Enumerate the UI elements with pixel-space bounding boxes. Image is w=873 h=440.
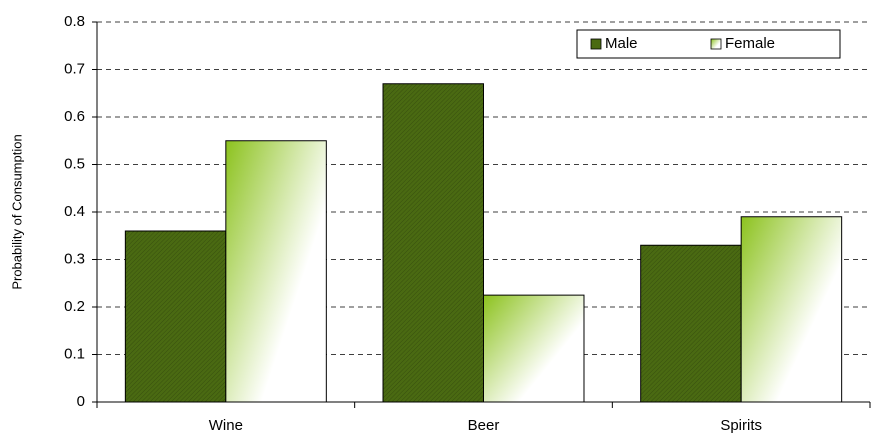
y-tick-label: 0.3 [64,250,85,267]
bar [740,216,843,403]
y-tick-label: 0.2 [64,298,85,315]
x-tick-label: Beer [468,417,500,434]
bar [225,140,327,403]
y-tick-label: 0.7 [64,60,85,77]
legend-label: Female [725,35,775,52]
legend-box [576,29,841,59]
bar [124,230,227,403]
y-tick-label: 0.4 [64,203,85,220]
x-tick-label: Wine [209,417,243,434]
y-axis-label: Probability of Consumption [9,134,24,289]
bar [483,294,585,403]
y-tick-label: 0.8 [64,13,85,30]
bar [382,83,485,403]
legend-label: Male [605,35,638,52]
y-tick-label: 0.6 [64,108,85,125]
legend-swatch [590,38,602,50]
bar [640,244,742,403]
y-tick-label: 0.1 [64,345,85,362]
y-tick-label: 0 [77,393,85,410]
y-tick-label: 0.5 [64,155,85,172]
legend-swatch [710,38,722,50]
x-tick-label: Spirits [720,417,762,434]
